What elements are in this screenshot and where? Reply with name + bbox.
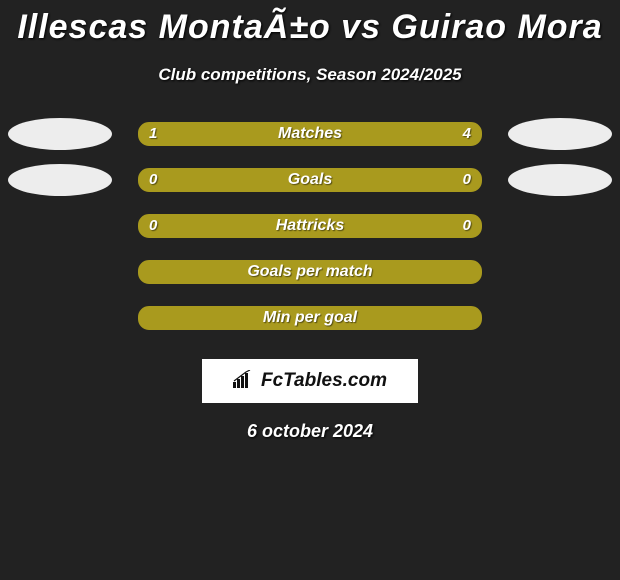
stat-row: Hattricks0 0 xyxy=(0,203,620,249)
stat-label: Hattricks xyxy=(139,215,481,237)
page-title: Illescas MontaÃ±o vs Guirao Mora xyxy=(0,0,620,47)
stat-bar: Goals per match xyxy=(138,260,482,284)
stat-bar: Matches1 4 xyxy=(138,122,482,146)
player-left-avatar xyxy=(8,118,112,150)
stats-rows: Matches14Goals00Hattricks00Goals per mat… xyxy=(0,111,620,341)
stat-value-right: 0 xyxy=(463,215,471,237)
stat-value-right: 0 xyxy=(463,169,471,191)
stat-label: Min per goal xyxy=(139,307,481,329)
stat-row: Min per goal xyxy=(0,295,620,341)
stat-bar: Min per goal xyxy=(138,306,482,330)
logo-text: FcTables.com xyxy=(261,370,387,392)
stat-value-left: 0 xyxy=(149,215,157,237)
stat-row: Goals per match xyxy=(0,249,620,295)
stat-bar: Goals0 0 xyxy=(138,168,482,192)
logo-box: FcTables.com xyxy=(202,359,418,403)
stat-label: Matches xyxy=(139,123,481,145)
subtitle: Club competitions, Season 2024/2025 xyxy=(0,65,620,85)
stat-label: Goals per match xyxy=(139,261,481,283)
player-left-avatar xyxy=(8,164,112,196)
stat-label: Goals xyxy=(139,169,481,191)
stat-value-right: 4 xyxy=(463,123,471,145)
stat-bar: Hattricks0 0 xyxy=(138,214,482,238)
stat-value-left: 0 xyxy=(149,169,157,191)
stat-row: Goals0 0 xyxy=(0,157,620,203)
player-right-avatar xyxy=(508,118,612,150)
stat-value-left: 1 xyxy=(149,123,157,145)
player-right-avatar xyxy=(508,164,612,196)
date-text: 6 october 2024 xyxy=(0,421,620,442)
stat-row: Matches1 4 xyxy=(0,111,620,157)
chart-icon xyxy=(233,370,255,393)
